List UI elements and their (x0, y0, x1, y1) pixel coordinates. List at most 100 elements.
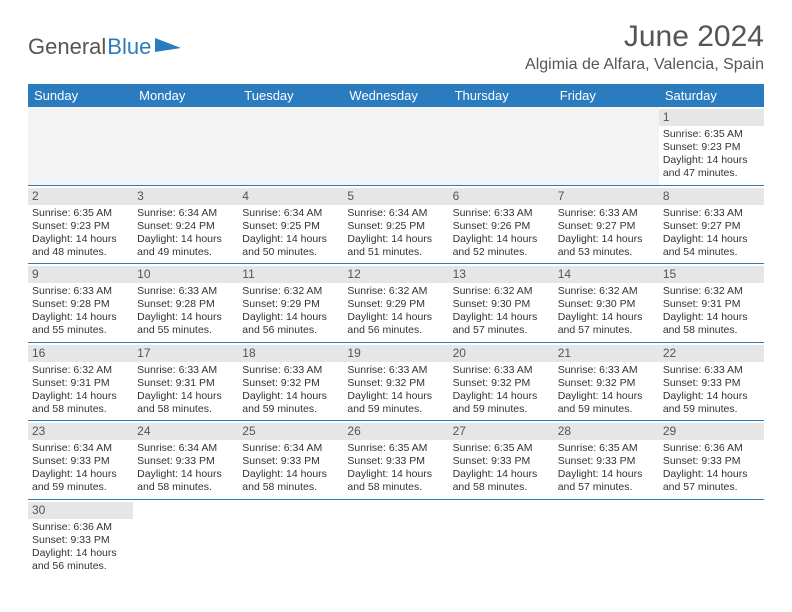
daylight-text: and 58 minutes. (137, 403, 234, 416)
sunrise-text: Sunrise: 6:36 AM (663, 442, 760, 455)
sunset-text: Sunset: 9:31 PM (663, 298, 760, 311)
calendar-day-cell: 9Sunrise: 6:33 AMSunset: 9:28 PMDaylight… (28, 264, 133, 343)
calendar-day-cell (238, 107, 343, 185)
weekday-header: Wednesday (343, 84, 448, 107)
sunset-text: Sunset: 9:33 PM (137, 455, 234, 468)
sunrise-text: Sunrise: 6:33 AM (137, 364, 234, 377)
day-number: 30 (28, 502, 133, 519)
daylight-text: and 56 minutes. (32, 560, 129, 573)
sunset-text: Sunset: 9:33 PM (32, 455, 129, 468)
weekday-header: Thursday (449, 84, 554, 107)
sunrise-text: Sunrise: 6:32 AM (453, 285, 550, 298)
daylight-text: Daylight: 14 hours (663, 468, 760, 481)
daylight-text: Daylight: 14 hours (32, 390, 129, 403)
calendar-week: 9Sunrise: 6:33 AMSunset: 9:28 PMDaylight… (28, 264, 764, 343)
calendar-day-cell (449, 107, 554, 185)
sunrise-text: Sunrise: 6:34 AM (242, 442, 339, 455)
sunrise-text: Sunrise: 6:33 AM (242, 364, 339, 377)
month-title: June 2024 (525, 20, 764, 54)
daylight-text: Daylight: 14 hours (137, 311, 234, 324)
daylight-text: and 58 minutes. (347, 481, 444, 494)
sunrise-text: Sunrise: 6:33 AM (663, 207, 760, 220)
sunset-text: Sunset: 9:33 PM (242, 455, 339, 468)
calendar-day-cell: 4Sunrise: 6:34 AMSunset: 9:25 PMDaylight… (238, 185, 343, 264)
calendar-day-cell: 1Sunrise: 6:35 AMSunset: 9:23 PMDaylight… (659, 107, 764, 185)
calendar-day-cell: 3Sunrise: 6:34 AMSunset: 9:24 PMDaylight… (133, 185, 238, 264)
daylight-text: Daylight: 14 hours (453, 311, 550, 324)
day-number: 11 (238, 266, 343, 283)
daylight-text: Daylight: 14 hours (242, 311, 339, 324)
calendar-day-cell (554, 499, 659, 577)
sunset-text: Sunset: 9:32 PM (347, 377, 444, 390)
weekday-header: Friday (554, 84, 659, 107)
sunrise-text: Sunrise: 6:33 AM (137, 285, 234, 298)
sunset-text: Sunset: 9:31 PM (137, 377, 234, 390)
sunrise-text: Sunrise: 6:32 AM (242, 285, 339, 298)
daylight-text: Daylight: 14 hours (347, 468, 444, 481)
calendar-day-cell (659, 499, 764, 577)
daylight-text: and 54 minutes. (663, 246, 760, 259)
sunrise-text: Sunrise: 6:33 AM (453, 207, 550, 220)
calendar-day-cell: 23Sunrise: 6:34 AMSunset: 9:33 PMDayligh… (28, 421, 133, 500)
calendar-day-cell: 12Sunrise: 6:32 AMSunset: 9:29 PMDayligh… (343, 264, 448, 343)
calendar-day-cell (343, 107, 448, 185)
daylight-text: and 58 minutes. (242, 481, 339, 494)
daylight-text: Daylight: 14 hours (242, 468, 339, 481)
calendar-day-cell (343, 499, 448, 577)
day-number: 10 (133, 266, 238, 283)
daylight-text: Daylight: 14 hours (32, 468, 129, 481)
sunrise-text: Sunrise: 6:34 AM (137, 442, 234, 455)
daylight-text: and 49 minutes. (137, 246, 234, 259)
sunset-text: Sunset: 9:31 PM (32, 377, 129, 390)
day-number: 14 (554, 266, 659, 283)
brand-part1: General (28, 34, 106, 60)
daylight-text: and 59 minutes. (347, 403, 444, 416)
daylight-text: Daylight: 14 hours (242, 390, 339, 403)
daylight-text: Daylight: 14 hours (453, 390, 550, 403)
location-text: Algimia de Alfara, Valencia, Spain (525, 56, 764, 74)
daylight-text: and 58 minutes. (453, 481, 550, 494)
daylight-text: and 58 minutes. (32, 403, 129, 416)
calendar-day-cell: 28Sunrise: 6:35 AMSunset: 9:33 PMDayligh… (554, 421, 659, 500)
calendar-table: SundayMondayTuesdayWednesdayThursdayFrid… (28, 84, 764, 577)
daylight-text: and 50 minutes. (242, 246, 339, 259)
daylight-text: and 57 minutes. (453, 324, 550, 337)
day-number: 12 (343, 266, 448, 283)
day-number: 1 (659, 109, 764, 126)
daylight-text: Daylight: 14 hours (663, 154, 760, 167)
calendar-day-cell: 29Sunrise: 6:36 AMSunset: 9:33 PMDayligh… (659, 421, 764, 500)
daylight-text: Daylight: 14 hours (663, 311, 760, 324)
calendar-day-cell: 15Sunrise: 6:32 AMSunset: 9:31 PMDayligh… (659, 264, 764, 343)
calendar-day-cell: 20Sunrise: 6:33 AMSunset: 9:32 PMDayligh… (449, 342, 554, 421)
day-number: 16 (28, 345, 133, 362)
calendar-day-cell: 17Sunrise: 6:33 AMSunset: 9:31 PMDayligh… (133, 342, 238, 421)
daylight-text: and 59 minutes. (558, 403, 655, 416)
day-number: 13 (449, 266, 554, 283)
sunrise-text: Sunrise: 6:33 AM (347, 364, 444, 377)
calendar-day-cell: 10Sunrise: 6:33 AMSunset: 9:28 PMDayligh… (133, 264, 238, 343)
daylight-text: and 56 minutes. (242, 324, 339, 337)
daylight-text: and 59 minutes. (242, 403, 339, 416)
calendar-day-cell (133, 499, 238, 577)
daylight-text: and 51 minutes. (347, 246, 444, 259)
sunrise-text: Sunrise: 6:36 AM (32, 521, 129, 534)
daylight-text: and 47 minutes. (663, 167, 760, 180)
sunset-text: Sunset: 9:32 PM (242, 377, 339, 390)
sunset-text: Sunset: 9:23 PM (663, 141, 760, 154)
daylight-text: and 52 minutes. (453, 246, 550, 259)
daylight-text: Daylight: 14 hours (242, 233, 339, 246)
daylight-text: Daylight: 14 hours (663, 390, 760, 403)
day-number: 27 (449, 423, 554, 440)
daylight-text: and 57 minutes. (663, 481, 760, 494)
daylight-text: Daylight: 14 hours (137, 233, 234, 246)
sunrise-text: Sunrise: 6:32 AM (558, 285, 655, 298)
calendar-day-cell: 16Sunrise: 6:32 AMSunset: 9:31 PMDayligh… (28, 342, 133, 421)
day-number: 8 (659, 188, 764, 205)
calendar-header-row: SundayMondayTuesdayWednesdayThursdayFrid… (28, 84, 764, 107)
sunset-text: Sunset: 9:33 PM (32, 534, 129, 547)
sunset-text: Sunset: 9:28 PM (32, 298, 129, 311)
sunrise-text: Sunrise: 6:35 AM (453, 442, 550, 455)
daylight-text: Daylight: 14 hours (558, 233, 655, 246)
sunrise-text: Sunrise: 6:33 AM (558, 207, 655, 220)
daylight-text: and 57 minutes. (558, 324, 655, 337)
